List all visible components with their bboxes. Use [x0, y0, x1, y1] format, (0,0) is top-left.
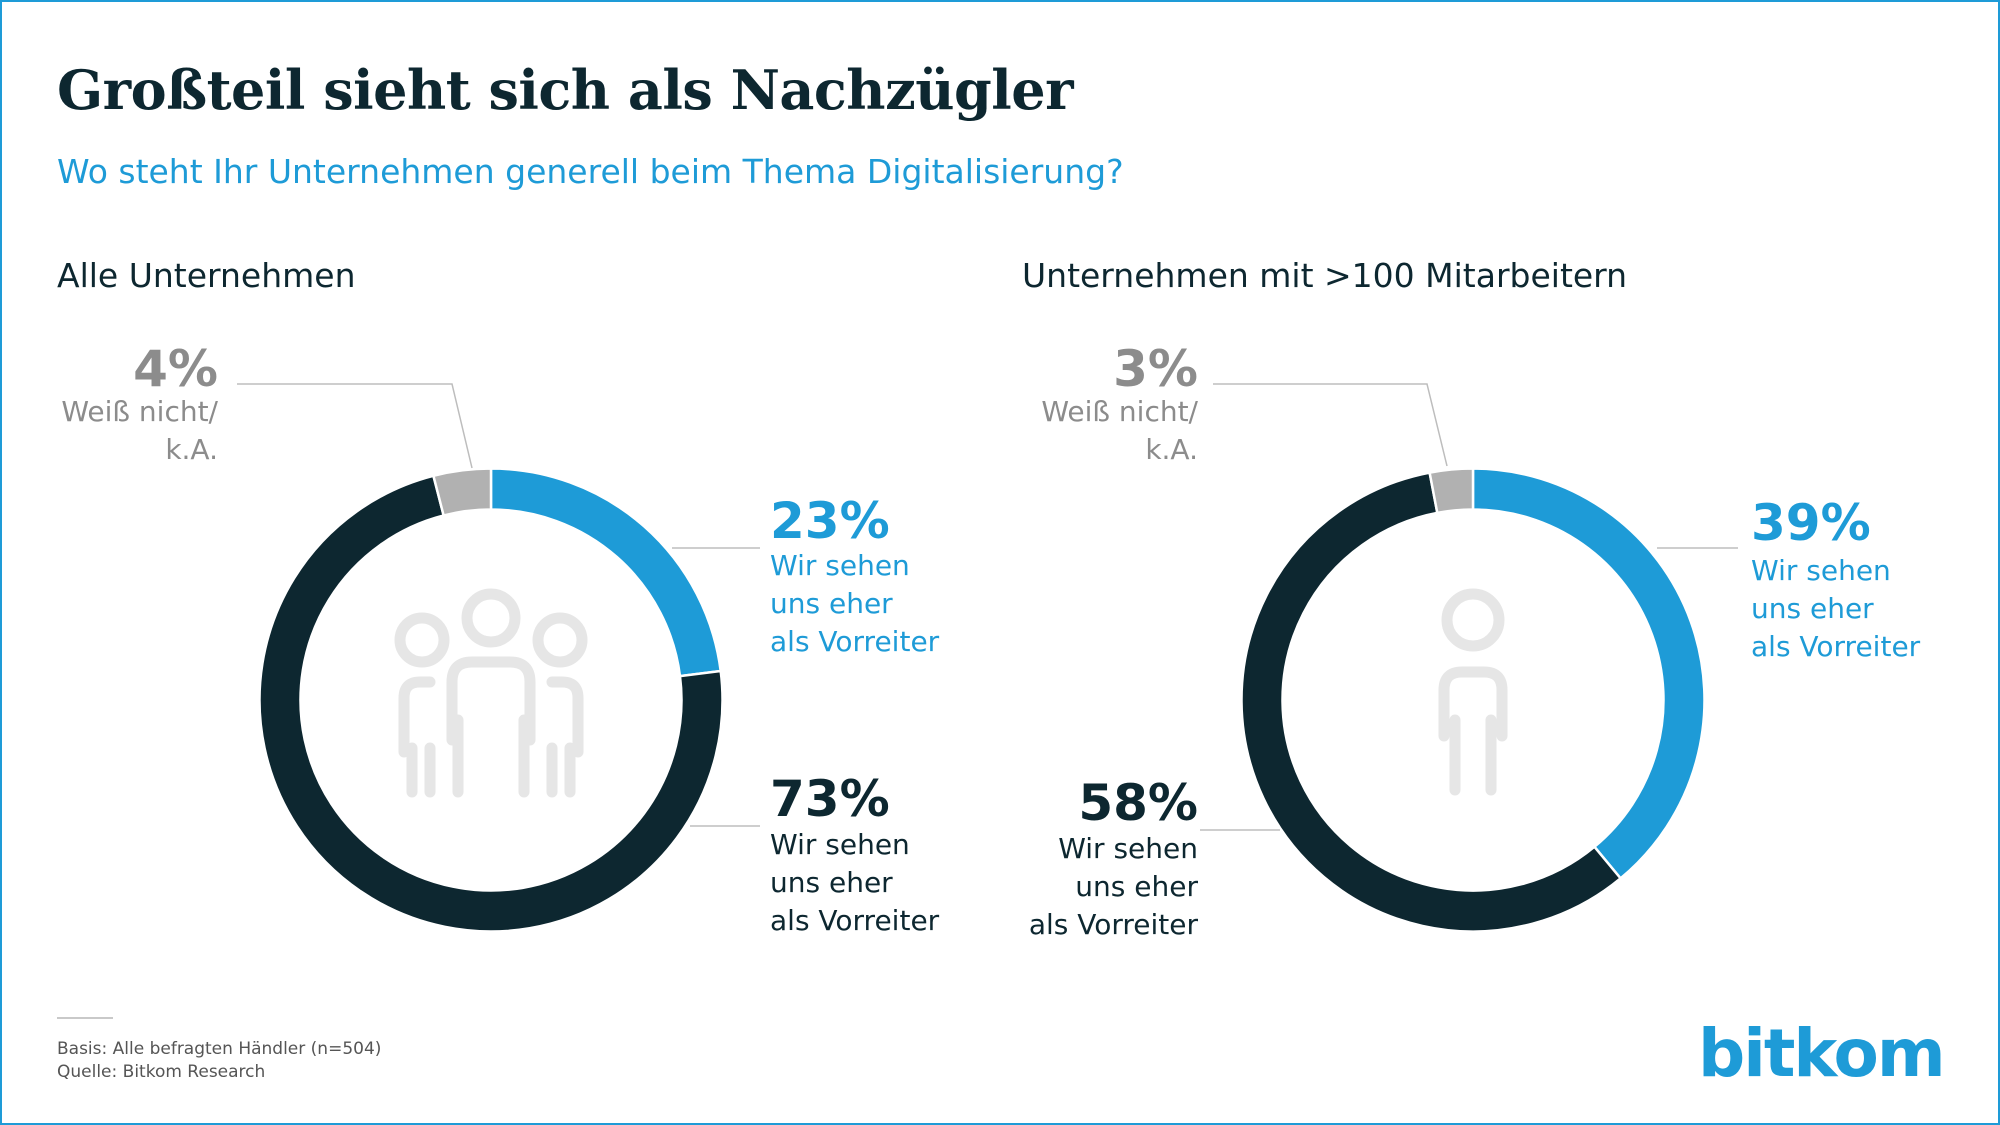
left-slice-nachzuegler — [258, 474, 724, 933]
group-icon — [394, 588, 588, 798]
bitkom-logo: bitkom — [1698, 1015, 1946, 1092]
panel-title-all: Alle Unternehmen — [57, 256, 356, 295]
right-dontknow-percent: 3% — [1113, 340, 1198, 398]
panel-title-large: Unternehmen mit >100 Mitarbeitern — [1022, 256, 1628, 295]
leader-line-right-dontknow — [1213, 383, 1448, 467]
person-icon — [1438, 588, 1508, 796]
right-vorreiter-percent: 39% — [1751, 494, 1871, 552]
right-nachzuegler-label: Wir sehen uns eher als Vorreiter — [1028, 832, 1198, 941]
left-slice-vorreiter — [489, 467, 723, 678]
chart-title: Großteil sieht sich als Nachzügler — [57, 58, 1074, 122]
right-dontknow-label: Weiß nicht/k.A. — [1041, 395, 1198, 466]
left-slice-dontknow — [431, 467, 493, 518]
leader-line-left-dontknow — [237, 383, 473, 469]
left-dontknow-label: Weiß nicht/k.A. — [61, 395, 218, 466]
left-nachzuegler-label: Wir sehen uns eher als Vorreiter — [770, 828, 940, 937]
chart-subtitle: Wo steht Ihr Unternehmen generell beim T… — [57, 152, 1124, 191]
right-slice-vorreiter — [1471, 467, 1706, 881]
footer-source: Quelle: Bitkom Research — [57, 1062, 266, 1082]
footer-basis: Basis: Alle befragten Händler (n=504) — [57, 1039, 382, 1059]
left-vorreiter-percent: 23% — [770, 492, 890, 550]
right-slice-nachzuegler — [1240, 471, 1623, 933]
right-vorreiter-label: Wir sehen uns eher als Vorreiter — [1751, 554, 1921, 663]
left-dontknow-percent: 4% — [133, 340, 218, 398]
right-slice-dontknow — [1428, 467, 1475, 515]
left-vorreiter-label: Wir sehen uns eher als Vorreiter — [770, 549, 940, 658]
right-nachzuegler-percent: 58% — [1078, 774, 1198, 832]
left-nachzuegler-percent: 73% — [770, 770, 890, 828]
footer-divider — [57, 1017, 113, 1019]
